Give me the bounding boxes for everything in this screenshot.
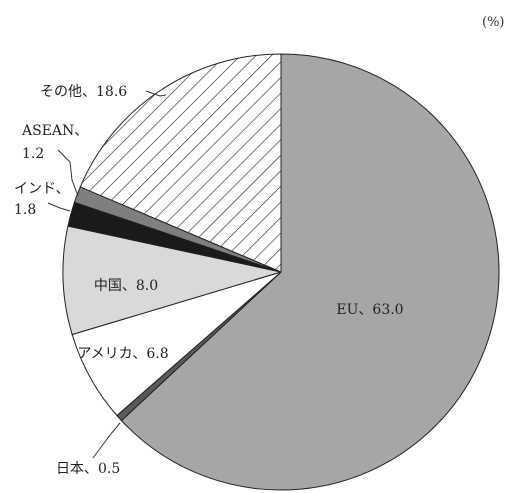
pie-slice-0	[120, 53, 500, 491]
label-china: 中国、8.0	[94, 278, 158, 294]
pie-slices	[62, 53, 500, 491]
label-japan: 日本、0.5	[56, 461, 120, 477]
label-india-line1: インド、	[14, 181, 69, 197]
unit-label: (%)	[482, 15, 505, 30]
leader-asean	[57, 149, 79, 197]
label-america: アメリカ、6.8	[77, 346, 168, 362]
label-other: その他、18.6	[40, 84, 127, 100]
label-asean-line2: 1.2	[22, 146, 44, 162]
pie-slice-6	[79, 53, 282, 273]
label-india-line2: 1.8	[14, 202, 36, 218]
label-eu: EU、63.0	[336, 302, 403, 318]
leader-lines	[47, 90, 167, 459]
pie-slice-3	[62, 225, 282, 336]
leader-india	[47, 202, 71, 212]
label-asean-line1: ASEAN、	[21, 123, 88, 139]
slice-labels: EU、63.0 アメリカ、6.8 中国、8.0 日本、0.5 インド、 1.8 ASEAN、…	[14, 84, 404, 477]
leader-other	[145, 90, 167, 97]
leader-japan	[92, 422, 121, 459]
